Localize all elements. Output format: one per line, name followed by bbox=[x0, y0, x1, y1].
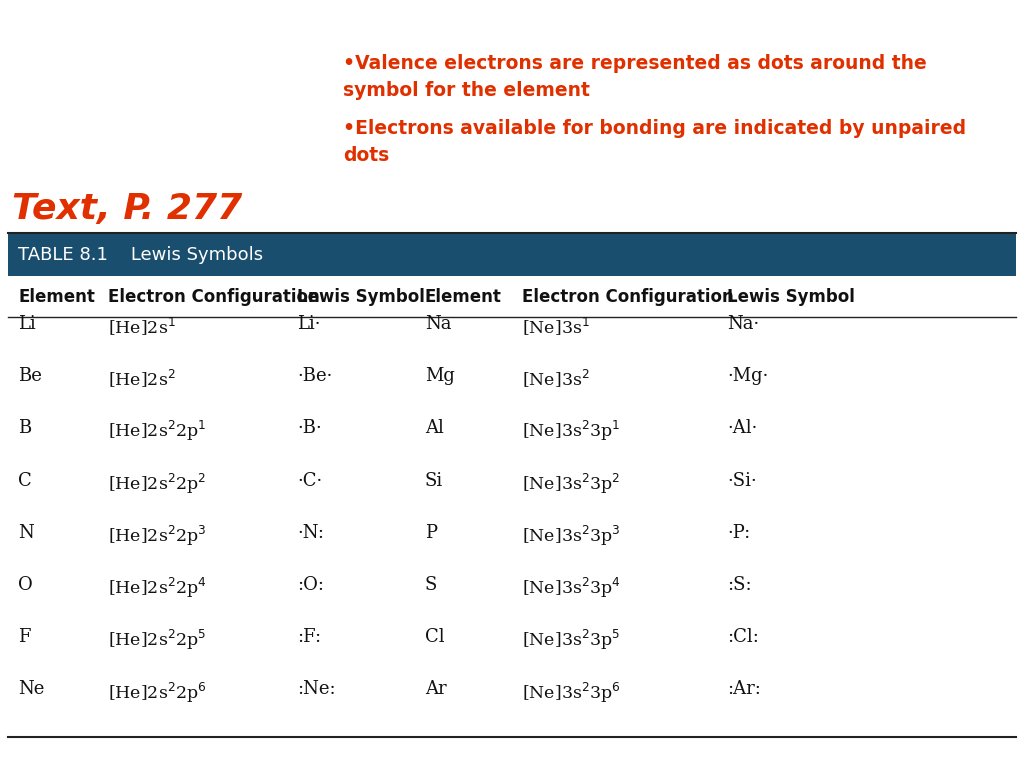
Text: Lewis Symbol: Lewis Symbol bbox=[297, 288, 425, 306]
Text: symbol for the element: symbol for the element bbox=[343, 81, 590, 100]
Text: TABLE 8.1    Lewis Symbols: TABLE 8.1 Lewis Symbols bbox=[18, 247, 263, 264]
Text: [Ne]3s$^2$3p$^1$: [Ne]3s$^2$3p$^1$ bbox=[522, 419, 621, 443]
Text: P: P bbox=[425, 524, 437, 541]
Text: Text, P. 277: Text, P. 277 bbox=[12, 192, 243, 226]
Text: [He]2s$^1$: [He]2s$^1$ bbox=[108, 315, 175, 337]
Text: [Ne]3s$^1$: [Ne]3s$^1$ bbox=[522, 315, 590, 337]
Text: Element: Element bbox=[425, 288, 502, 306]
Text: ·N:: ·N: bbox=[297, 524, 324, 541]
Text: [Ne]3s$^2$3p$^6$: [Ne]3s$^2$3p$^6$ bbox=[522, 680, 621, 704]
Text: ·B·: ·B· bbox=[297, 419, 322, 437]
Text: [He]2s$^2$2p$^6$: [He]2s$^2$2p$^6$ bbox=[108, 680, 206, 704]
Text: [Ne]3s$^2$3p$^2$: [Ne]3s$^2$3p$^2$ bbox=[522, 472, 621, 495]
Text: [He]2s$^2$2p$^1$: [He]2s$^2$2p$^1$ bbox=[108, 419, 206, 443]
Text: O: O bbox=[18, 576, 33, 594]
Text: ·Si·: ·Si· bbox=[727, 472, 757, 489]
Text: N: N bbox=[18, 524, 34, 541]
Text: F: F bbox=[18, 628, 31, 646]
Text: [He]2s$^2$: [He]2s$^2$ bbox=[108, 367, 175, 389]
Text: ·P:: ·P: bbox=[727, 524, 751, 541]
Text: :Ne:: :Ne: bbox=[297, 680, 336, 698]
Text: ·Be·: ·Be· bbox=[297, 367, 333, 385]
Text: Lewis Symbol: Lewis Symbol bbox=[727, 288, 855, 306]
Text: C: C bbox=[18, 472, 32, 489]
Text: :Cl:: :Cl: bbox=[727, 628, 759, 646]
Text: Ne: Ne bbox=[18, 680, 45, 698]
Text: Be: Be bbox=[18, 367, 42, 385]
Text: [He]2s$^2$2p$^3$: [He]2s$^2$2p$^3$ bbox=[108, 524, 206, 548]
Text: •Valence electrons are represented as dots around the: •Valence electrons are represented as do… bbox=[343, 54, 927, 73]
Text: •Electrons available for bonding are indicated by unpaired: •Electrons available for bonding are ind… bbox=[343, 119, 967, 138]
Text: dots: dots bbox=[343, 146, 389, 165]
Text: :Ar:: :Ar: bbox=[727, 680, 761, 698]
Text: [Ne]3s$^2$3p$^4$: [Ne]3s$^2$3p$^4$ bbox=[522, 576, 621, 600]
Text: :O:: :O: bbox=[297, 576, 324, 594]
Text: Electron Configuration: Electron Configuration bbox=[522, 288, 734, 306]
Text: Mg: Mg bbox=[425, 367, 455, 385]
Text: Li·: Li· bbox=[297, 315, 321, 333]
Text: S: S bbox=[425, 576, 437, 594]
Text: [Ne]3s$^2$3p$^5$: [Ne]3s$^2$3p$^5$ bbox=[522, 628, 621, 652]
Text: [He]2s$^2$2p$^5$: [He]2s$^2$2p$^5$ bbox=[108, 628, 206, 652]
Text: Cl: Cl bbox=[425, 628, 444, 646]
Text: [Ne]3s$^2$: [Ne]3s$^2$ bbox=[522, 367, 590, 389]
Text: :S:: :S: bbox=[727, 576, 752, 594]
Text: Si: Si bbox=[425, 472, 443, 489]
Text: Ar: Ar bbox=[425, 680, 446, 698]
Text: ·Mg·: ·Mg· bbox=[727, 367, 768, 385]
Text: Li: Li bbox=[18, 315, 36, 333]
Bar bbox=[8, 234, 1016, 276]
Text: Na: Na bbox=[425, 315, 452, 333]
Text: Al: Al bbox=[425, 419, 443, 437]
Text: Electron Configuration: Electron Configuration bbox=[108, 288, 319, 306]
Text: [He]2s$^2$2p$^2$: [He]2s$^2$2p$^2$ bbox=[108, 472, 206, 495]
Text: :F:: :F: bbox=[297, 628, 322, 646]
Text: ·Al·: ·Al· bbox=[727, 419, 758, 437]
Text: Element: Element bbox=[18, 288, 95, 306]
Text: Na·: Na· bbox=[727, 315, 759, 333]
Text: ·C·: ·C· bbox=[297, 472, 323, 489]
Text: [He]2s$^2$2p$^4$: [He]2s$^2$2p$^4$ bbox=[108, 576, 206, 600]
Text: [Ne]3s$^2$3p$^3$: [Ne]3s$^2$3p$^3$ bbox=[522, 524, 621, 548]
Text: B: B bbox=[18, 419, 32, 437]
